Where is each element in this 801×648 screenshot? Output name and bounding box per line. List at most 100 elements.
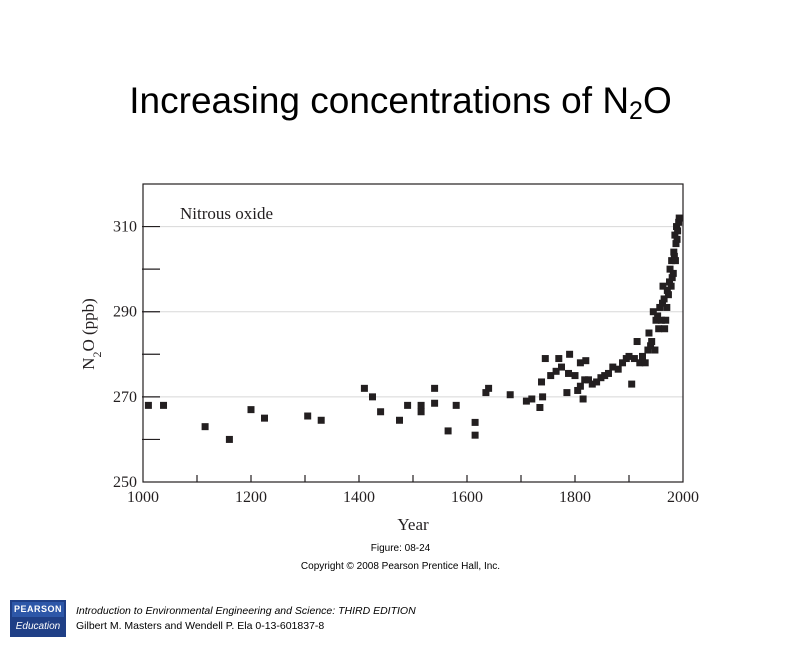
x-tick-label: 1000 xyxy=(127,489,159,506)
data-point xyxy=(555,355,563,363)
data-point xyxy=(404,401,412,409)
y-axis-label-subscript: 2 xyxy=(90,352,104,358)
data-point xyxy=(663,286,671,294)
data-point xyxy=(651,346,659,354)
data-point xyxy=(630,355,638,363)
footer-book-title: Introduction to Environmental Engineerin… xyxy=(76,605,416,617)
data-point xyxy=(431,384,439,392)
data-point xyxy=(671,257,679,265)
data-point xyxy=(636,359,644,367)
data-point xyxy=(576,382,584,390)
data-point xyxy=(574,386,582,394)
data-point xyxy=(547,372,555,380)
data-point xyxy=(485,384,493,392)
data-point xyxy=(662,316,670,324)
y-axis-label-end: O (ppb) xyxy=(79,298,98,351)
x-axis-tick-labels: 1000 1200 1400 1600 1800 2000 xyxy=(127,489,699,506)
x-tick-label: 1800 xyxy=(559,489,591,506)
data-point xyxy=(201,423,209,431)
figure-number: Figure: 08-24 xyxy=(370,543,431,554)
data-point xyxy=(604,369,612,377)
data-point xyxy=(576,359,584,367)
data-point xyxy=(601,372,609,380)
data-point xyxy=(649,308,657,316)
data-point xyxy=(597,374,605,382)
data-point xyxy=(633,338,641,346)
data-point xyxy=(225,435,233,443)
data-point xyxy=(582,357,590,365)
data-point xyxy=(506,391,514,399)
data-point xyxy=(588,380,596,388)
data-point xyxy=(669,269,677,277)
data-point xyxy=(417,408,425,416)
x-tick-label: 1200 xyxy=(235,489,267,506)
data-point xyxy=(558,363,565,371)
data-point xyxy=(247,406,255,414)
data-point xyxy=(417,401,425,409)
data-point xyxy=(566,350,574,358)
data-point xyxy=(539,393,547,401)
data-point xyxy=(648,338,656,346)
slide-title-subscript: 2 xyxy=(629,97,643,125)
y-gridlines xyxy=(143,226,683,398)
data-point xyxy=(652,316,660,324)
data-point xyxy=(552,367,560,375)
y-tick-label: 250 xyxy=(113,474,137,491)
data-point xyxy=(471,431,479,439)
data-point xyxy=(396,416,403,424)
data-point xyxy=(304,412,312,420)
data-point xyxy=(673,235,681,243)
logo-wordmark-top: PEARSON xyxy=(12,602,64,617)
data-point xyxy=(670,248,678,256)
data-point xyxy=(655,325,663,333)
y-tick-label: 290 xyxy=(113,304,137,321)
data-point xyxy=(538,378,546,386)
data-point xyxy=(645,329,653,337)
y-axis-label-main: N xyxy=(79,358,98,370)
data-point xyxy=(377,408,385,416)
data-point xyxy=(671,231,679,239)
data-point xyxy=(628,380,636,388)
data-point xyxy=(661,325,669,333)
data-point xyxy=(667,282,675,290)
data-point xyxy=(641,359,649,367)
data-point xyxy=(360,384,368,392)
data-point xyxy=(674,227,682,235)
footer-authors: Gilbert M. Masters and Wendell P. Ela 0-… xyxy=(76,620,325,632)
data-point xyxy=(585,376,592,384)
data-point xyxy=(666,278,673,286)
data-point xyxy=(482,389,490,397)
y-axis-tick-labels: 250 270 290 310 xyxy=(113,219,137,491)
data-points xyxy=(144,214,683,443)
data-point xyxy=(668,274,676,282)
data-point xyxy=(261,414,268,422)
data-point xyxy=(471,418,479,426)
data-point xyxy=(647,342,655,350)
data-point xyxy=(536,404,544,411)
slide-title: Increasing concentrations of N2O xyxy=(0,80,801,126)
data-point xyxy=(673,223,681,231)
data-point xyxy=(663,303,671,311)
x-tick-label: 1600 xyxy=(451,489,483,506)
x-axis-ticks xyxy=(196,475,630,482)
y-tick-label: 310 xyxy=(113,219,137,236)
data-point xyxy=(668,257,676,265)
data-point xyxy=(660,295,668,303)
publisher-logo: PEARSON Education xyxy=(10,600,66,637)
data-point xyxy=(614,365,622,373)
data-point xyxy=(654,312,662,320)
data-point xyxy=(563,389,571,397)
data-point xyxy=(619,359,627,367)
data-point xyxy=(565,369,573,377)
data-point xyxy=(581,376,589,384)
data-point xyxy=(431,399,439,407)
data-point xyxy=(664,291,672,299)
data-point xyxy=(444,427,452,435)
figure-copyright: Copyright © 2008 Pearson Prentice Hall, … xyxy=(300,561,501,572)
y-tick-label: 270 xyxy=(113,389,137,406)
data-point xyxy=(658,299,666,307)
data-point xyxy=(656,303,664,311)
data-point xyxy=(675,214,683,222)
slide-title-end: O xyxy=(642,80,672,121)
